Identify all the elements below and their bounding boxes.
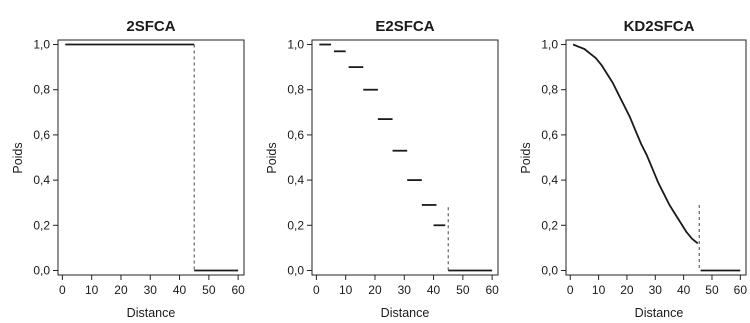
plot-frame	[57, 39, 245, 276]
x-tick-label: 60	[734, 283, 748, 297]
x-tick-label: 10	[339, 283, 353, 297]
y-axis-label: Poids	[265, 142, 279, 173]
y-tick-label: 0,8	[541, 83, 558, 97]
panel-title: 2SFCA	[126, 18, 175, 35]
y-tick-label: 1,0	[541, 38, 558, 52]
panel-kd2sfca: KD2SFCA 0 10 20 30 40 50 600,00,20,40,60,81,0 …	[519, 18, 747, 320]
x-tick-label: 60	[485, 283, 499, 297]
y-tick-label: 0,0	[287, 263, 304, 277]
panel-2sfca: 2SFCA 0 10 20 30 40 50 60 0,0 0,2 0,4 0,6 0,8 1,0 Di…	[11, 18, 245, 320]
panel-title: KD2SFCA	[624, 18, 695, 35]
y-tick-label: 0,4	[33, 173, 50, 187]
y-tick-label: 0,0	[541, 263, 558, 277]
x-tick-label: 20	[114, 283, 128, 297]
x-tick-label: 30	[649, 283, 663, 297]
x-tick-label: 0	[59, 283, 66, 297]
panel-title: E2SFCA	[375, 18, 434, 35]
x-tick-label: 20	[620, 283, 634, 297]
x-tick-label: 50	[705, 283, 719, 297]
x-tick-label: 0	[567, 283, 574, 297]
y-axis-label: Poids	[11, 142, 25, 173]
x-axis-label: Distance	[381, 306, 430, 320]
y-tick-label: 0,2	[33, 218, 50, 232]
y-tick-label: 0,4	[541, 173, 558, 187]
y-tick-label: 0,2	[541, 218, 558, 232]
plot-area: 0 10 20 30 40 50 60 0,0 0,2 0,4 0,6 0,8 1,0	[287, 38, 499, 297]
x-tick-label: 0	[313, 283, 320, 297]
y-tick-label: 0,4	[287, 173, 304, 187]
y-tick-label: 1,0	[287, 38, 304, 52]
x-tick-label: 50	[202, 283, 216, 297]
y-tick-label: 0,2	[287, 218, 304, 232]
x-tick-label: 30	[144, 283, 158, 297]
x-tick-label: 40	[427, 283, 441, 297]
x-tick-label: 10	[592, 283, 606, 297]
panel-e2sfca: E2SFCA 0 10 20 30 40 50 60 0,0 0,2 0,4 0,6 0,8 1,0 D…	[265, 18, 499, 320]
plot-area: 0 10 20 30 40 50 60 0,0 0,2 0,4 0,6 0,8 1,0	[541, 38, 747, 297]
x-tick-label: 60	[231, 283, 245, 297]
x-axis-label: Distance	[127, 306, 176, 320]
x-axis-label: Distance	[635, 306, 684, 320]
y-tick-label: 0,0	[33, 263, 50, 277]
y-axis-label: Poids	[519, 142, 533, 173]
y-tick-label: 1,0	[33, 38, 50, 52]
plot-frame	[311, 39, 499, 276]
x-tick-label: 10	[85, 283, 99, 297]
x-tick-label: 40	[677, 283, 691, 297]
y-tick-label: 0,6	[541, 128, 558, 142]
plot-area: 0 10 20 30 40 50 60 0,0 0,2 0,4 0,6 0,8 1,0	[33, 38, 245, 297]
plot-frame	[565, 39, 747, 276]
x-tick-label: 20	[368, 283, 382, 297]
y-tick-label: 0,6	[33, 128, 50, 142]
x-tick-label: 50	[456, 283, 470, 297]
y-tick-label: 0,8	[287, 83, 304, 97]
x-tick-label: 30	[398, 283, 412, 297]
series-line	[572, 43, 699, 245]
x-tick-label: 40	[173, 283, 187, 297]
y-tick-label: 0,6	[287, 128, 304, 142]
y-tick-label: 0,8	[33, 83, 50, 97]
